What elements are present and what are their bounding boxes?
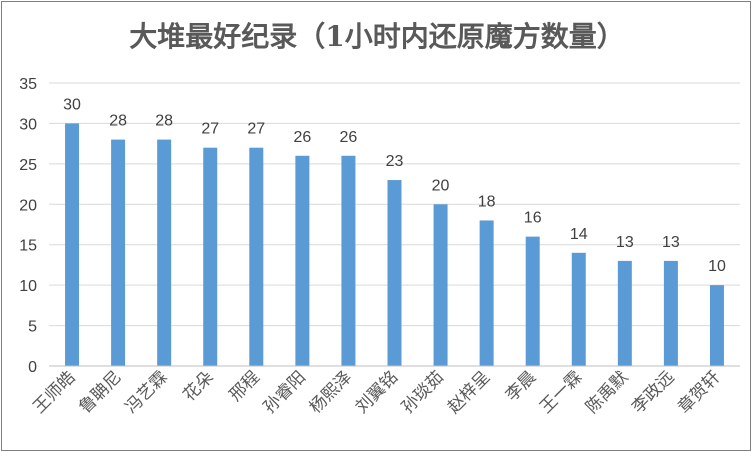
data-label: 27 (201, 121, 219, 138)
y-tick-label: 35 (19, 76, 37, 93)
data-label: 10 (708, 258, 726, 275)
bar (341, 155, 356, 366)
bar (111, 139, 126, 366)
category-label: 王一霖 (536, 367, 586, 417)
data-label: 26 (340, 129, 358, 146)
data-labels: 30 28 28 27 27 26 26 23 20 18 16 14 13 13 10 (63, 96, 726, 275)
bar (249, 147, 264, 366)
category-label: 邢程 (226, 367, 264, 405)
y-tick-label: 30 (19, 116, 37, 133)
category-label: 陈禹默 (582, 367, 632, 417)
data-label: 28 (109, 113, 127, 130)
bars (65, 123, 724, 366)
category-label: 鲁聃尼 (75, 367, 125, 417)
data-label: 20 (432, 177, 450, 194)
bar (295, 155, 310, 366)
data-label: 28 (155, 113, 173, 130)
category-label: 杨熙泽 (306, 367, 356, 417)
y-axis-ticks: 0 5 10 15 20 25 30 35 (19, 76, 37, 376)
bar (157, 139, 172, 366)
category-label: 刘翼铭 (352, 367, 402, 417)
bar (387, 180, 402, 366)
chart-title: 大堆最好纪录（1小时内还原魔方数量） (129, 20, 625, 53)
data-label: 14 (570, 226, 588, 243)
bar (65, 123, 80, 366)
y-tick-label: 15 (19, 238, 37, 255)
category-label: 孙睿阳 (260, 367, 310, 417)
y-tick-label: 0 (28, 359, 37, 376)
y-tick-label: 10 (19, 278, 37, 295)
data-label: 23 (386, 153, 404, 170)
category-label: 冯艺霖 (121, 367, 171, 417)
bar (525, 236, 540, 366)
data-label: 27 (247, 121, 265, 138)
bar (433, 204, 448, 366)
data-label: 26 (293, 129, 311, 146)
category-label: 李晨 (502, 367, 540, 405)
bar (663, 260, 678, 366)
y-tick-label: 25 (19, 157, 37, 174)
y-tick-label: 5 (28, 319, 37, 336)
bar (709, 285, 724, 366)
category-label: 李政远 (628, 367, 678, 417)
bar (479, 220, 494, 366)
category-label: 章贺轩 (674, 367, 724, 417)
bar (203, 147, 218, 366)
category-label: 孙琰茹 (398, 367, 448, 417)
category-label: 赵梓呈 (444, 367, 494, 417)
data-label: 13 (662, 234, 680, 251)
data-label: 18 (478, 193, 496, 210)
bar (617, 260, 632, 366)
data-label: 30 (63, 96, 81, 113)
category-label: 花朵 (180, 367, 218, 405)
data-label: 13 (616, 234, 634, 251)
y-tick-label: 20 (19, 197, 37, 214)
data-label: 16 (524, 210, 542, 227)
bar (571, 252, 586, 366)
